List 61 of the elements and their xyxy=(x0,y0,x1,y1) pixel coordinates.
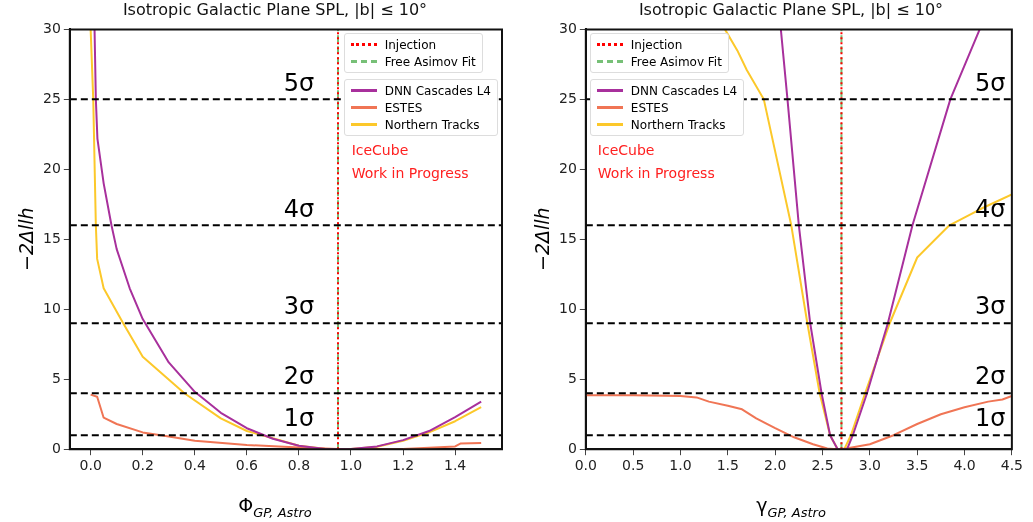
ref-line-label: 3σ xyxy=(283,292,315,321)
x-tick-label: 0.5 xyxy=(622,457,645,474)
x-tick-label: 1.4 xyxy=(444,457,467,474)
x-tick-label: 1.0 xyxy=(339,457,363,474)
x-axis-title: γ$_{GP, Astro}$ xyxy=(755,494,827,520)
legend-label: Northern Tracks xyxy=(630,117,726,132)
x-tick-label: 0.6 xyxy=(235,457,259,474)
x-tick-label: 4.0 xyxy=(953,457,976,474)
legend-label: DNN Cascades L4 xyxy=(384,83,491,98)
y-axis-title: −2Δllh xyxy=(531,207,553,271)
y-tick-label: 10 xyxy=(558,299,577,316)
y-tick-label: 5 xyxy=(567,369,577,386)
y-tick-label: 0 xyxy=(567,439,577,456)
x-tick-label: 1.5 xyxy=(716,457,739,474)
ref-line-label: 1σ xyxy=(283,404,315,433)
x-tick-label: 1.2 xyxy=(391,457,415,474)
y-tick-label: 30 xyxy=(42,20,61,37)
y-tick-label: 10 xyxy=(42,299,61,316)
legend-label: DNN Cascades L4 xyxy=(630,83,738,98)
x-tick-label: 3.5 xyxy=(906,457,929,474)
x-axis-title: Φ$_{GP, Astro}$ xyxy=(237,494,313,520)
x-tick-label: 0.4 xyxy=(183,457,207,474)
y-tick-label: 20 xyxy=(558,159,577,176)
x-tick-label: 4.5 xyxy=(1000,457,1023,474)
x-tick-label: 0.2 xyxy=(131,457,154,474)
x-tick-label: 0.8 xyxy=(287,457,311,474)
ref-line-label: 3σ xyxy=(974,292,1006,321)
x-tick-label: 3.0 xyxy=(858,457,881,474)
y-tick-label: 30 xyxy=(558,20,577,37)
annotation: Work in Progress xyxy=(351,165,469,183)
ref-line-label: 5σ xyxy=(974,68,1006,97)
y-tick-label: 15 xyxy=(558,229,577,246)
ref-line-label: 2σ xyxy=(974,362,1006,391)
x-tick-label: 1.0 xyxy=(669,457,692,474)
x-tick-label: 0.0 xyxy=(574,457,597,474)
legend-label: Injection xyxy=(630,37,683,52)
legend-label: ESTES xyxy=(630,100,669,115)
y-tick-label: 15 xyxy=(42,229,61,246)
x-tick-label: 2.0 xyxy=(764,457,787,474)
ref-line-label: 2σ xyxy=(283,362,315,391)
y-tick-label: 25 xyxy=(558,90,577,107)
annotation: IceCube xyxy=(351,142,409,160)
ref-line-label: 1σ xyxy=(974,404,1006,433)
ref-line-label: 4σ xyxy=(283,194,315,223)
x-tick-label: 2.5 xyxy=(811,457,834,474)
y-tick-label: 0 xyxy=(51,439,61,456)
legend-label: ESTES xyxy=(384,100,423,115)
legend-label: Injection xyxy=(384,37,437,52)
legend-label: Northern Tracks xyxy=(384,117,480,132)
annotation: Work in Progress xyxy=(597,165,715,183)
y-axis-title: −2Δllh xyxy=(15,207,37,271)
y-tick-label: 25 xyxy=(42,90,61,107)
y-tick-label: 5 xyxy=(51,369,61,386)
chart-title: Isotropic Galactic Plane SPL, |b| ≤ 10° xyxy=(637,0,945,19)
legend-label: Free Asimov Fit xyxy=(630,54,722,69)
x-tick-label: 0.0 xyxy=(79,457,102,474)
y-tick-label: 20 xyxy=(42,159,61,176)
annotation: IceCube xyxy=(597,142,655,160)
legend-label: Free Asimov Fit xyxy=(384,54,476,69)
ref-line-label: 5σ xyxy=(283,68,315,97)
chart-title: Isotropic Galactic Plane SPL, |b| ≤ 10° xyxy=(121,0,429,19)
